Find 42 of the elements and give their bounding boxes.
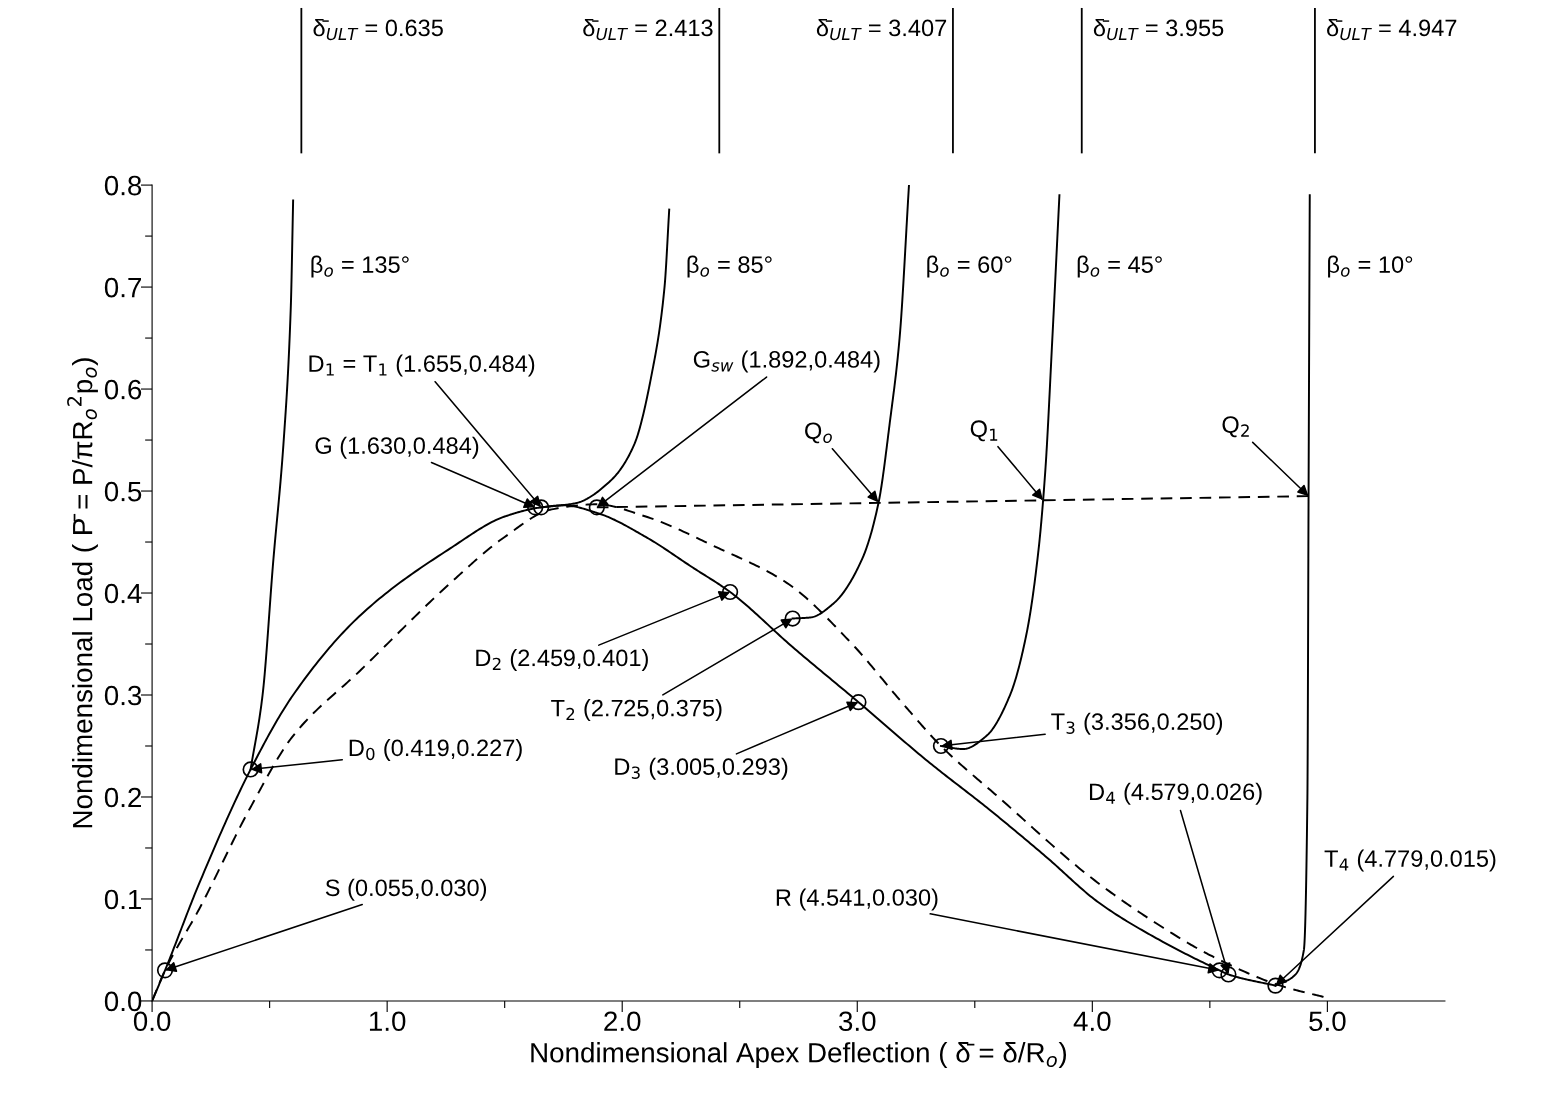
series-label: β$_{o}$ = 85° [687, 255, 772, 278]
y-tick-label: 0.7 [104, 277, 141, 298]
annotation: T$_{4}$ (4.779,0.015) [1324, 849, 1496, 872]
annotation: D$_{4}$ (4.579,0.026) [1089, 782, 1262, 805]
annotation: Q$_{1}$ [970, 420, 998, 442]
annotation: T$_{3}$ (3.356,0.250) [1051, 712, 1223, 735]
y-tick-label: 0.1 [104, 889, 142, 910]
annotation: Q$_{o}$ [805, 422, 832, 444]
x-tick-label: 3.0 [839, 1011, 876, 1032]
annotation: R (4.541,0.030) [776, 888, 938, 911]
annotation: G (1.630,0.484) [315, 436, 479, 459]
annotation: D$_{2}$ (2.459,0.401) [476, 648, 648, 671]
annotation: D$_{1}$ = T$_{1}$ (1.655,0.484) [309, 354, 535, 377]
x-tick-label: 0.0 [133, 1011, 171, 1032]
series-label: β$_{o}$ = 45° [1077, 255, 1162, 278]
y-tick-label: 0.0 [104, 991, 142, 1012]
y-tick-label: 0.2 [104, 787, 141, 808]
y-tick-label: 0.8 [104, 175, 142, 196]
ref-line-label: δ̄$_{ULT}$ = 3.407 [816, 18, 947, 41]
ref-line-label: δ̄$_{ULT}$ = 0.635 [313, 18, 443, 41]
annotation: T$_{2}$ (2.725,0.375) [551, 699, 722, 722]
ref-line-label: δ̄$_{ULT}$ = 3.955 [1093, 18, 1224, 41]
x-tick-label: 5.0 [1309, 1011, 1346, 1032]
y-tick-label: 0.4 [104, 583, 142, 604]
x-axis-title: Nondimensional Apex Deflection ( δ̄ = δ/R$_{o}$) [531, 1042, 1067, 1069]
annotation: S (0.055,0.030) [325, 878, 487, 901]
series-label: β$_{o}$ = 10° [1328, 255, 1413, 278]
x-tick-label: 1.0 [369, 1011, 406, 1032]
x-tick-label: 4.0 [1073, 1011, 1111, 1032]
annotation: D$_{3}$ (3.005,0.293) [615, 757, 788, 780]
y-axis-title: Nondimensional Load ( P̄ = P/πR$_{o}$$^{2}$p$_{o}$) [67, 358, 98, 828]
series-label: β$_{o}$ = 135° [311, 255, 409, 278]
ref-line-label: δ̄$_{ULT}$ = 4.947 [1327, 18, 1457, 41]
annotation: Q$_{2}$ [1222, 416, 1249, 438]
y-tick-label: 0.5 [104, 481, 142, 502]
y-tick-label: 0.3 [104, 685, 142, 706]
x-tick-label: 2.0 [604, 1011, 641, 1032]
y-tick-label: 0.6 [104, 379, 142, 400]
series-label: β$_{o}$ = 60° [927, 255, 1012, 278]
annotation: D$_{0}$ (0.419,0.227) [349, 738, 522, 761]
ref-line-label: δ̄$_{ULT}$ = 2.413 [583, 18, 713, 41]
annotation: G$_{sw}$ (1.892,0.484) [693, 350, 880, 373]
